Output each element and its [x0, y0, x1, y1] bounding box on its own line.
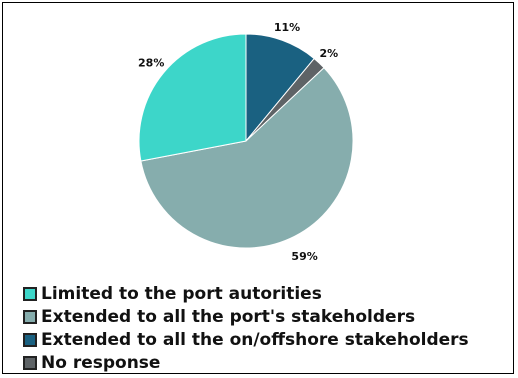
- legend-label-onoffshore: Extended to all the on/offshore stakehol…: [41, 329, 469, 350]
- legend-swatch-no-response: [23, 355, 37, 370]
- pie-slice: [245, 33, 315, 143]
- pie-percent-label: 2%: [319, 47, 338, 60]
- legend-label-no-response: No response: [41, 352, 161, 373]
- legend-swatch-limited: [23, 286, 37, 301]
- legend: Limited to the port autorities Extended …: [23, 282, 469, 373]
- legend-item-limited: Limited to the port autorities: [23, 282, 469, 305]
- legend-item-no-response: No response: [23, 351, 469, 373]
- pie-percent-label: 11%: [274, 21, 300, 34]
- pie-slice: [140, 67, 354, 249]
- pie-slices: [138, 33, 354, 249]
- pie-labels: 11% 2% 59% 28%: [138, 21, 338, 263]
- legend-item-port-stakeholders: Extended to all the port's stakeholders: [23, 305, 469, 328]
- pie-slice: [138, 33, 247, 162]
- legend-swatch-port-stakeholders: [23, 309, 37, 324]
- legend-label-limited: Limited to the port autorities: [41, 283, 322, 304]
- pie-percent-label: 59%: [291, 250, 317, 263]
- pie-percent-label: 28%: [138, 57, 164, 70]
- pie-chart: 11% 2% 59% 28%: [138, 21, 354, 263]
- legend-item-onoffshore: Extended to all the on/offshore stakehol…: [23, 328, 469, 351]
- legend-swatch-onoffshore: [23, 332, 37, 347]
- chart-frame: 11% 2% 59% 28% Limited to the port autoriti…: [2, 2, 514, 374]
- legend-label-port-stakeholders: Extended to all the port's stakeholders: [41, 306, 416, 327]
